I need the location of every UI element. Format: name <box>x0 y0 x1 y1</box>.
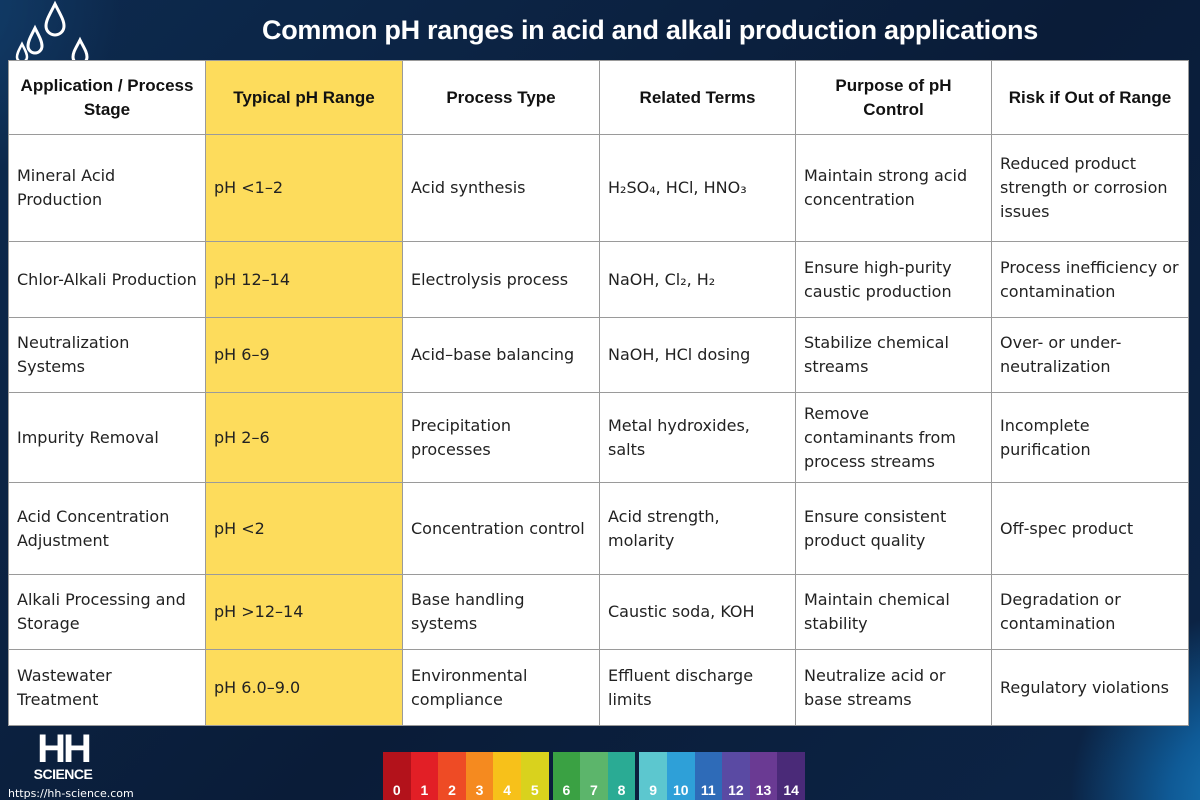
table-row: Neutralization Systems pH 6–9 Acid–base … <box>8 317 1189 393</box>
cell-risk: Off-spec product <box>991 482 1189 575</box>
brand-logo: HH SCIENCE https://hh-science.com <box>8 727 138 800</box>
cell-purpose: Remove contaminants from process streams <box>795 392 992 483</box>
page-title: Common pH ranges in acid and alkali prod… <box>262 15 1038 45</box>
table-row: Acid Concentration Adjustment pH <2 Conc… <box>8 482 1189 575</box>
cell-related-terms: Effluent discharge limits <box>599 649 796 726</box>
cell-ph-range: pH <2 <box>205 482 403 575</box>
ph-scale-segment-6: 6 <box>552 752 581 800</box>
cell-ph-range: pH >12–14 <box>205 574 403 650</box>
ph-scale-segment-3: 3 <box>465 752 494 800</box>
cell-purpose: Ensure consistent product quality <box>795 482 992 575</box>
cell-risk: Incomplete purification <box>991 392 1189 483</box>
logo-subtext: SCIENCE <box>33 766 93 782</box>
ph-scale-segment-8: 8 <box>607 752 636 800</box>
ph-scale-segment-1: 1 <box>410 752 439 800</box>
cell-process-type: Acid–base balancing <box>402 317 600 393</box>
ph-scale-segment-11: 11 <box>694 752 723 800</box>
cell-process-type: Acid synthesis <box>402 134 600 242</box>
cell-application: Neutralization Systems <box>8 317 206 393</box>
ph-scale-segment-12: 12 <box>722 752 750 800</box>
cell-purpose: Maintain chemical stability <box>795 574 992 650</box>
cell-risk: Degradation or contamination <box>991 574 1189 650</box>
ph-scale-bar: 0 1 2 3 4 5 6 7 8 9 10 11 12 13 14 <box>383 752 805 800</box>
cell-process-type: Base handling systems <box>402 574 600 650</box>
header-application: Application / Process Stage <box>8 60 206 135</box>
table-row: Chlor-Alkali Production pH 12–14 Electro… <box>8 241 1189 318</box>
table-row: Impurity Removal pH 2–6 Precipitation pr… <box>8 392 1189 483</box>
logo-mark: HH <box>37 727 92 771</box>
cell-application: Impurity Removal <box>8 392 206 483</box>
water-drops-icon <box>15 0 89 60</box>
ph-ranges-table: Application / Process Stage Typical pH R… <box>8 60 1189 726</box>
cell-related-terms: Caustic soda, KOH <box>599 574 796 650</box>
cell-ph-range: pH 12–14 <box>205 241 403 318</box>
cell-application: Alkali Processing and Storage <box>8 574 206 650</box>
cell-risk: Reduced product strength or corrosion is… <box>991 134 1189 242</box>
table-row: Wastewater Treatment pH 6.0–9.0 Environm… <box>8 649 1189 726</box>
cell-ph-range: pH 6–9 <box>205 317 403 393</box>
ph-scale-segment-7: 7 <box>580 752 608 800</box>
cell-risk: Over- or under-neutralization <box>991 317 1189 393</box>
cell-ph-range: pH 2–6 <box>205 392 403 483</box>
header-process-type: Process Type <box>402 60 600 135</box>
header-related-terms: Related Terms <box>599 60 796 135</box>
cell-related-terms: H₂SO₄, HCl, HNO₃ <box>599 134 796 242</box>
cell-process-type: Electrolysis process <box>402 241 600 318</box>
cell-related-terms: Metal hydroxides, salts <box>599 392 796 483</box>
ph-scale-segment-9: 9 <box>639 752 667 800</box>
cell-purpose: Ensure high-purity caustic production <box>795 241 992 318</box>
cell-application: Wastewater Treatment <box>8 649 206 726</box>
header-purpose: Purpose of pH Control <box>795 60 992 135</box>
ph-scale-segment-10: 10 <box>666 752 695 800</box>
cell-ph-range: pH 6.0–9.0 <box>205 649 403 726</box>
website-url: https://hh-science.com <box>8 787 134 800</box>
ph-scale-segment-14: 14 <box>777 752 805 800</box>
ph-scale-segment-13: 13 <box>749 752 778 800</box>
cell-purpose: Maintain strong acid concentration <box>795 134 992 242</box>
ph-scale-segment-0: 0 <box>383 752 411 800</box>
cell-ph-range: pH <1–2 <box>205 134 403 242</box>
cell-application: Mineral Acid Production <box>8 134 206 242</box>
cell-purpose: Stabilize chemical streams <box>795 317 992 393</box>
cell-risk: Regulatory violations <box>991 649 1189 726</box>
cell-purpose: Neutralize acid or base streams <box>795 649 992 726</box>
header-risk: Risk if Out of Range <box>991 60 1189 135</box>
cell-application: Chlor-Alkali Production <box>8 241 206 318</box>
table-row: Mineral Acid Production pH <1–2 Acid syn… <box>8 134 1189 242</box>
ph-scale-segment-5: 5 <box>520 752 549 800</box>
cell-related-terms: NaOH, Cl₂, H₂ <box>599 241 796 318</box>
cell-related-terms: Acid strength, molarity <box>599 482 796 575</box>
cell-risk: Process inefficiency or contamination <box>991 241 1189 318</box>
ph-scale-segment-4: 4 <box>493 752 521 800</box>
cell-application: Acid Concentration Adjustment <box>8 482 206 575</box>
cell-process-type: Precipitation processes <box>402 392 600 483</box>
header-ph-range: Typical pH Range <box>205 60 403 135</box>
cell-related-terms: NaOH, HCl dosing <box>599 317 796 393</box>
cell-process-type: Environmental compliance <box>402 649 600 726</box>
table-row: Alkali Processing and Storage pH >12–14 … <box>8 574 1189 650</box>
ph-scale-segment-2: 2 <box>438 752 466 800</box>
cell-process-type: Concentration control <box>402 482 600 575</box>
table-header-row: Application / Process Stage Typical pH R… <box>8 60 1189 135</box>
